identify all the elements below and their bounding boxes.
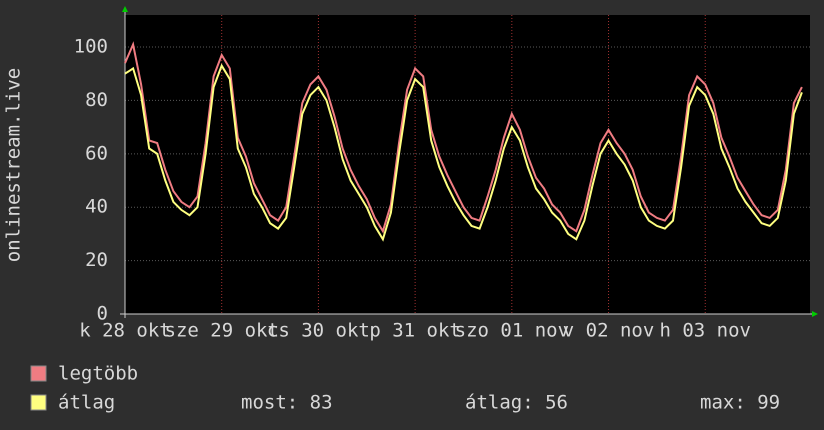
axis-arrow — [812, 311, 818, 317]
axis-arrow — [122, 6, 128, 12]
x-tick-label: szo 01 nov — [455, 320, 569, 342]
y-axis-label: onlinestream.live — [3, 68, 25, 262]
y-tick-label: 100 — [74, 36, 108, 58]
series-line — [124, 41, 803, 234]
legend-label: átlag — [58, 392, 115, 414]
x-tick-label: cs 30 okt — [267, 320, 370, 342]
x-tick-label: k 28 okt — [79, 320, 171, 342]
x-tick-label: h 03 nov — [659, 320, 751, 342]
y-tick-label: 40 — [85, 196, 108, 218]
y-tick-label: 0 — [97, 303, 108, 325]
series-line — [124, 63, 803, 242]
stat: átlag: 56 — [465, 392, 568, 414]
plot-area — [125, 15, 810, 314]
stat: max: 99 — [700, 392, 780, 414]
x-tick-label: sze 29 okt — [165, 320, 279, 342]
stat: most: 83 — [241, 392, 333, 414]
y-tick-label: 20 — [85, 249, 108, 271]
legend-swatch — [30, 365, 47, 382]
y-tick-label: 60 — [85, 142, 108, 164]
x-tick-label: v 02 nov — [563, 320, 655, 342]
legend-swatch — [30, 394, 47, 411]
legend-label: legtöbb — [58, 363, 138, 385]
x-tick-label: p 31 okt — [369, 320, 461, 342]
y-tick-label: 80 — [85, 89, 108, 111]
